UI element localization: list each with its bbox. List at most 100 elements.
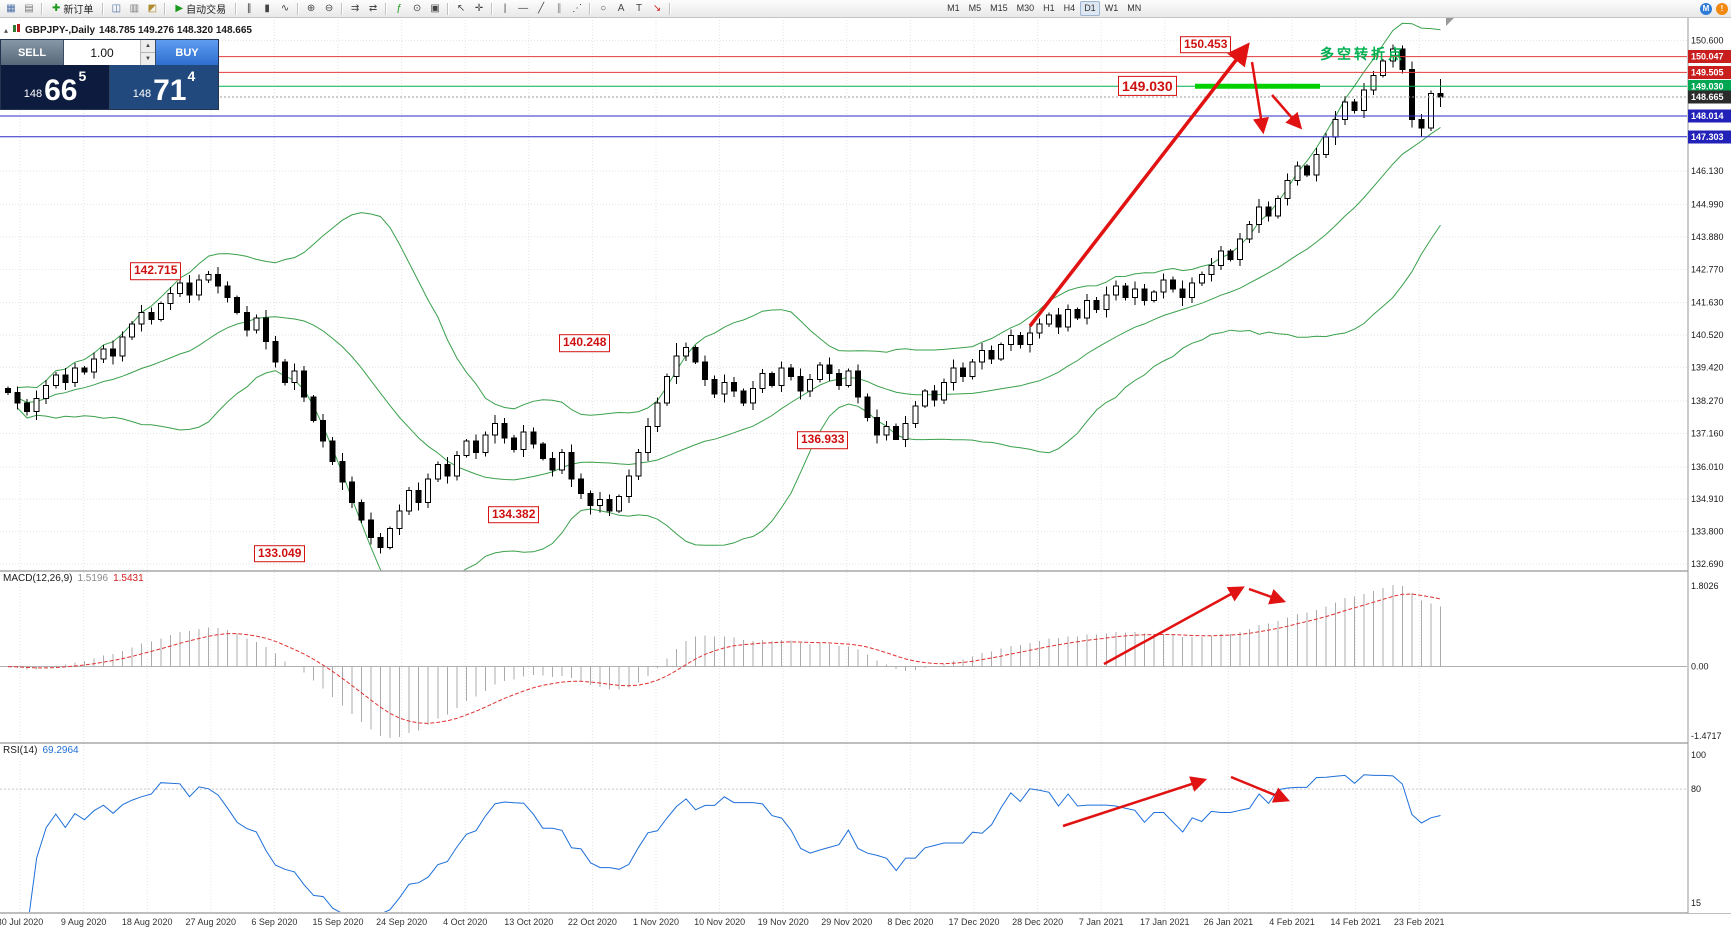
price-tag-147.303: [1688, 130, 1731, 144]
sell-price-sup: 5: [78, 68, 87, 84]
date-label: 26 Jan 2021: [1204, 917, 1254, 927]
arrows-tool-icon[interactable]: ↘: [652, 2, 662, 14]
volume-input[interactable]: 1.00 ▲ ▼: [63, 40, 156, 65]
fibonacci-icon[interactable]: ⋰: [572, 2, 583, 14]
price-annotation-label[interactable]: 142.715: [130, 262, 182, 280]
buy-price-big: 71: [153, 74, 187, 107]
chart-profiles-icon[interactable]: ▤: [24, 2, 34, 14]
shapes-icon[interactable]: ○: [600, 2, 607, 14]
price-annotation-label[interactable]: 140.248: [559, 334, 611, 352]
volume-up-icon[interactable]: ▲: [141, 40, 155, 53]
macd-signal-line: [7, 593, 1441, 724]
svg-text:139.420: 139.420: [1691, 362, 1724, 372]
buy-price-display[interactable]: 148 71 4: [109, 65, 218, 109]
data-window-icon[interactable]: ▥: [129, 2, 140, 14]
price-tag-149.030: [1688, 79, 1731, 93]
price-annotation-label[interactable]: 134.382: [488, 505, 540, 524]
crosshair-icon[interactable]: ✛: [474, 2, 484, 14]
timeframe-button-d1[interactable]: D1: [1080, 1, 1100, 16]
date-label: 17 Dec 2020: [948, 917, 999, 927]
bar-chart-icon[interactable]: ∥: [246, 2, 252, 14]
bollinger-lower-band: [17, 224, 1441, 571]
vertical-line-icon[interactable]: |: [503, 2, 507, 14]
svg-text:132.690: 132.690: [1691, 559, 1724, 569]
timeframe-button-m30[interactable]: M30: [1016, 3, 1035, 13]
toolbar-separator: [385, 2, 388, 15]
timeframe-button-h4[interactable]: H4: [1063, 3, 1076, 13]
rsi-up-arrow[interactable]: [1062, 776, 1208, 828]
buy-button[interactable]: BUY: [156, 40, 218, 65]
mql5-community-icon[interactable]: M: [1700, 2, 1712, 15]
new-chart-icon[interactable]: ▦: [6, 2, 16, 14]
zoom-out-icon[interactable]: ⊖: [324, 2, 334, 14]
price-annotation-label[interactable]: 149.030: [1118, 76, 1177, 97]
timeframe-button-h1[interactable]: H1: [1043, 3, 1055, 13]
timeframe-button-m5[interactable]: M5: [968, 3, 982, 13]
text-label-icon[interactable]: T: [636, 2, 643, 14]
date-label: 17 Jan 2021: [1140, 917, 1190, 927]
svg-text:142.770: 142.770: [1691, 264, 1724, 274]
indicators-icon[interactable]: ƒ: [396, 2, 402, 14]
date-label: 6 Sep 2020: [251, 917, 297, 927]
volume-down-icon[interactable]: ▼: [141, 53, 155, 65]
notifications-icon[interactable]: !: [1716, 2, 1728, 15]
date-label: 29 Nov 2020: [821, 917, 872, 927]
price-scale[interactable]: 150.600 146.130 144.990 143.880 142.770 141.6…: [1687, 17, 1731, 913]
price-annotation-label[interactable]: 136.933: [797, 431, 849, 449]
main-toolbar: ▦ ▤ ✚ 新订单 ◫ ▥ ◩ ▶ 自动交易 ∥ ▮ ∿ ⊕ ⊖ ⇉ ⇄ ƒ ⊙ ▣ ↖ ✛ | — ╱ ∥ ⋰ ○ A T ↘ M1 M5 M…: [0, 0, 1731, 18]
text-icon[interactable]: A: [617, 2, 625, 14]
macd-down-arrow[interactable]: [1248, 587, 1287, 605]
trend-up-arrow[interactable]: [1028, 42, 1250, 328]
chart-shift-marker[interactable]: [1446, 18, 1454, 26]
one-click-trading-widget[interactable]: SELL 1.00 ▲ ▼ BUY 148 66 5 148 71 4: [0, 39, 219, 110]
autotrading-button[interactable]: ▶ 自动交易: [170, 2, 231, 16]
sell-button[interactable]: SELL: [1, 40, 63, 65]
market-watch-icon[interactable]: ◫: [111, 2, 122, 14]
reversal-down-arrow[interactable]: [1250, 61, 1269, 135]
price-annotation-label[interactable]: 133.049: [254, 544, 306, 563]
volume-stepper[interactable]: ▲ ▼: [140, 40, 155, 65]
date-label: 9 Aug 2020: [61, 917, 107, 927]
date-label: 15 Sep 2020: [312, 917, 363, 927]
svg-text:141.630: 141.630: [1691, 298, 1724, 308]
volume-value[interactable]: 1.00: [90, 45, 114, 60]
price-annotation-label[interactable]: 150.453: [1180, 35, 1232, 54]
horizontal-line-icon[interactable]: —: [518, 2, 529, 14]
buy-price-sup: 4: [187, 68, 196, 84]
rsi-down-arrow[interactable]: [1230, 775, 1291, 803]
channel-icon[interactable]: ∥: [556, 2, 562, 14]
bull-bear-turning-point-note[interactable]: 多空转折点: [1320, 46, 1405, 62]
auto-scroll-icon[interactable]: ⇉: [350, 2, 360, 14]
new-order-button-label: 新订单: [63, 5, 94, 16]
pane-separators[interactable]: [0, 570, 1731, 914]
svg-text:150.047: 150.047: [1691, 52, 1724, 62]
toolbar-separator: [447, 2, 450, 15]
toolbar-separator: [102, 2, 105, 15]
macd-up-arrow[interactable]: [1103, 586, 1245, 666]
line-chart-icon[interactable]: ∿: [280, 2, 290, 14]
timeframe-button-mn[interactable]: MN: [1127, 3, 1142, 13]
cursor-icon[interactable]: ↖: [456, 2, 466, 14]
date-axis[interactable]: 30 Jul 2020 9 Aug 2020 18 Aug 2020 27 Aug 2…: [0, 914, 1731, 938]
navigator-icon[interactable]: ◩: [147, 2, 158, 14]
svg-text:147.303: 147.303: [1691, 132, 1724, 142]
svg-text:15: 15: [1691, 898, 1701, 908]
timeframe-button-m1[interactable]: M1: [947, 3, 960, 13]
date-label: 24 Sep 2020: [376, 917, 427, 927]
continuation-down-arrow[interactable]: [1271, 94, 1303, 130]
svg-text:150.600: 150.600: [1691, 35, 1724, 45]
timeframe-button-w1[interactable]: W1: [1104, 3, 1119, 13]
sell-price-display[interactable]: 148 66 5: [1, 65, 109, 109]
trendline-icon[interactable]: ╱: [538, 2, 545, 14]
new-order-button[interactable]: ✚ 新订单: [47, 2, 98, 16]
candlestick-chart-icon[interactable]: ▮: [264, 2, 270, 14]
templates-icon[interactable]: ▣: [430, 2, 440, 14]
chart-shift-icon[interactable]: ⇄: [368, 2, 378, 14]
zoom-in-icon[interactable]: ⊕: [306, 2, 316, 14]
periods-icon[interactable]: ⊙: [412, 2, 422, 14]
date-label: 30 Jul 2020: [0, 917, 43, 927]
svg-text:149.030: 149.030: [1691, 81, 1724, 91]
timeframe-button-m15[interactable]: M15: [990, 3, 1008, 13]
annotation-arrows[interactable]: [1028, 42, 1303, 828]
